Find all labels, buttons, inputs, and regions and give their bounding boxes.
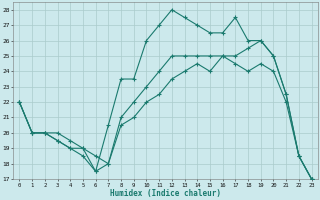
X-axis label: Humidex (Indice chaleur): Humidex (Indice chaleur) (110, 189, 221, 198)
